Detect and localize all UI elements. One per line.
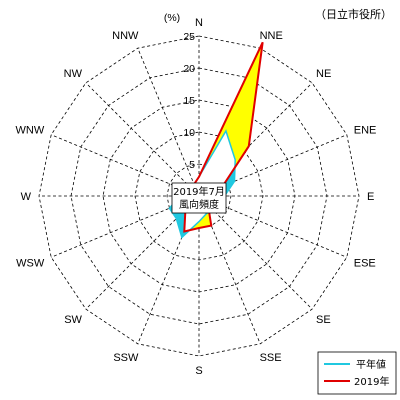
spoke-nnw: [137, 48, 200, 197]
direction-label-ne: NE: [316, 68, 331, 80]
direction-label-ese: ESE: [354, 258, 376, 270]
direction-label-ssw: SSW: [113, 352, 139, 364]
tick-label-25: 25: [183, 31, 195, 43]
tick-label-15: 15: [183, 95, 195, 107]
spoke-ssw: [137, 195, 200, 344]
spoke-sw: [85, 195, 200, 310]
grid-ring-25: [38, 35, 360, 357]
direction-label-e: E: [367, 191, 374, 203]
direction-label-ene: ENE: [354, 124, 377, 136]
direction-label-sse: SSE: [260, 352, 282, 364]
direction-label-se: SE: [316, 314, 331, 326]
spoke-ese: [198, 195, 347, 258]
unit-label: (%): [164, 12, 180, 24]
legend-box: [317, 351, 397, 395]
legend-label-normal: 平年値: [356, 358, 386, 371]
direction-label-s: S: [195, 365, 202, 377]
radial-tick-labels: 0510152025: [183, 31, 195, 203]
direction-label-nw: NW: [64, 68, 83, 80]
center-label-month: 2019年7月: [173, 185, 225, 198]
legend-label-2019: 2019年: [354, 375, 389, 388]
spoke-ne: [198, 82, 313, 197]
direction-label-wnw: WNW: [16, 124, 45, 136]
direction-label-nne: NNE: [260, 30, 283, 42]
direction-label-nnw: NNW: [112, 30, 139, 42]
station-label: （日立市役所）: [315, 7, 392, 21]
spoke-se: [198, 195, 313, 310]
direction-labels: N NNE NE ENE E ESE SE SSE S SSW SW WSW W WNW NW NNW: [16, 17, 377, 377]
spoke-wnw: [51, 134, 200, 197]
spoke-nw: [85, 82, 200, 197]
grid-ring-20: [70, 67, 328, 325]
center-label-title: 風向頻度: [179, 198, 219, 211]
direction-label-w: W: [21, 191, 32, 203]
direction-label-sw: SW: [64, 314, 82, 326]
tick-label-20: 20: [183, 63, 195, 75]
grid-ring-10: [134, 131, 264, 261]
direction-label-n: N: [195, 17, 203, 29]
spoke-wsw: [51, 195, 200, 258]
center-label-box: [171, 182, 227, 214]
direction-label-wsw: WSW: [16, 258, 45, 270]
spoke-ene: [198, 134, 347, 197]
spoke-sse: [198, 195, 261, 344]
tick-label-10: 10: [183, 127, 195, 139]
tick-label-5: 5: [189, 159, 195, 171]
